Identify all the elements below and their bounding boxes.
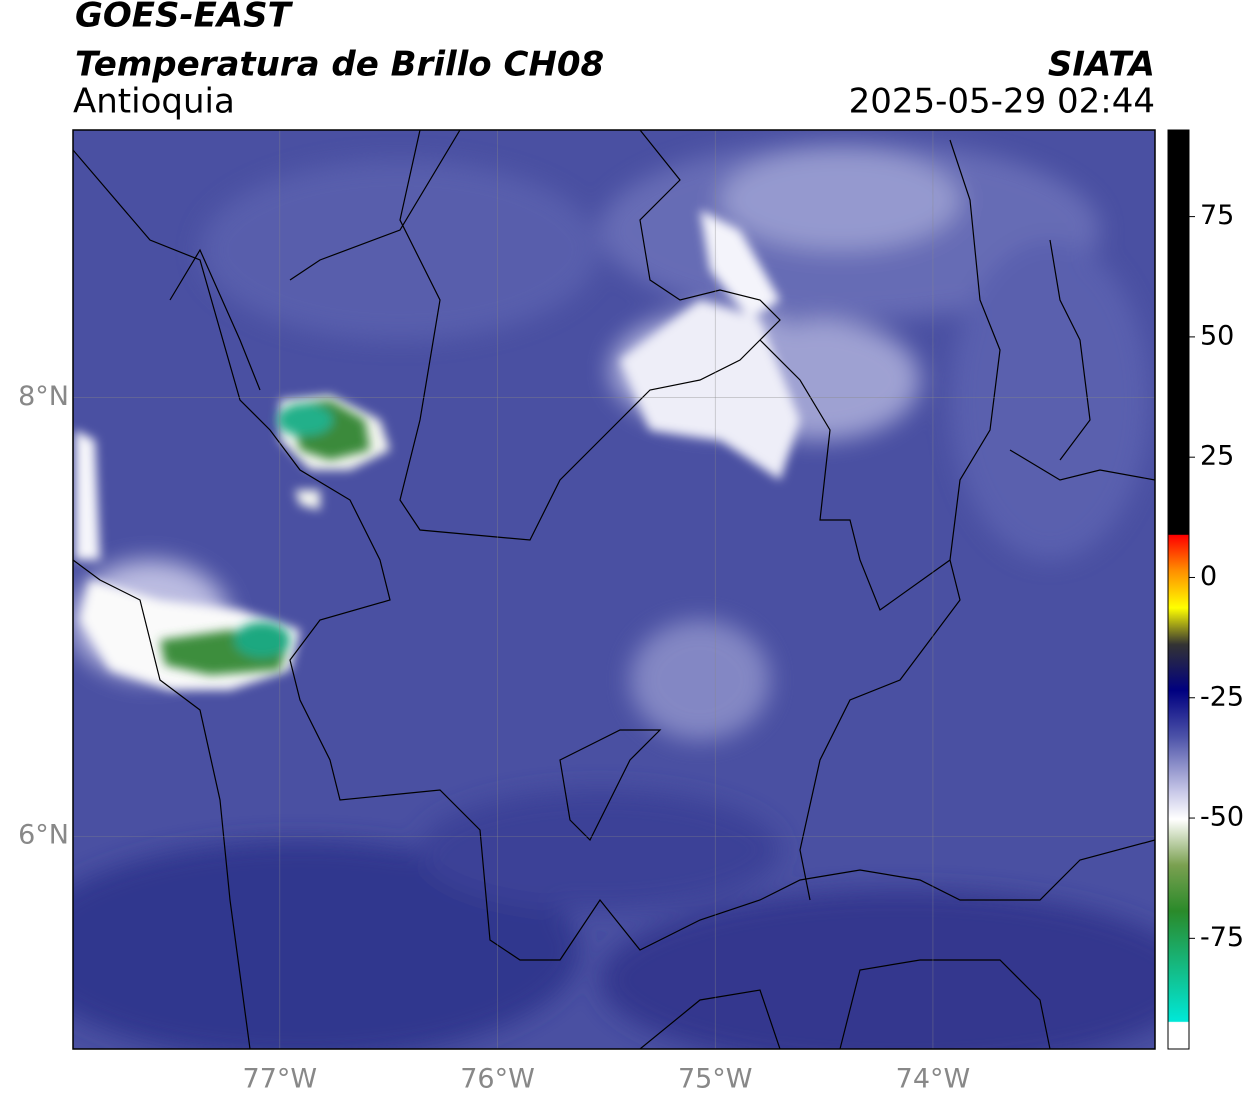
colorbar-tick-label: -50 bbox=[1200, 802, 1244, 833]
satellite-image bbox=[73, 130, 1155, 1049]
subtitle: Temperatura de Brillo CH08 bbox=[75, 45, 604, 85]
title: GOES-EAST bbox=[75, 0, 294, 36]
colorbar-tick-label: 75 bbox=[1200, 200, 1234, 231]
datetime: 2025-05-29 02:44 bbox=[849, 82, 1155, 122]
graticule bbox=[73, 130, 1155, 1049]
x-tick-label: 74°W bbox=[896, 1064, 971, 1095]
colorbar-tick-label: 25 bbox=[1200, 441, 1234, 472]
x-tick-label: 77°W bbox=[243, 1064, 318, 1095]
colorbar bbox=[1167, 129, 1190, 1050]
x-tick-label: 75°W bbox=[678, 1064, 753, 1095]
region: Antioquia bbox=[73, 82, 235, 122]
colorbar-tick-label: -75 bbox=[1200, 922, 1244, 953]
colorbar-tick-label: -25 bbox=[1200, 681, 1244, 712]
colorbar-tick-label: 0 bbox=[1200, 561, 1217, 592]
map-frame bbox=[72, 129, 1156, 1050]
x-tick-label: 76°W bbox=[460, 1064, 535, 1095]
y-tick-label: 8°N bbox=[18, 381, 69, 412]
source: SIATA bbox=[1048, 45, 1155, 85]
colorbar-tick-label: 50 bbox=[1200, 320, 1234, 351]
y-tick-label: 6°N bbox=[18, 820, 69, 851]
